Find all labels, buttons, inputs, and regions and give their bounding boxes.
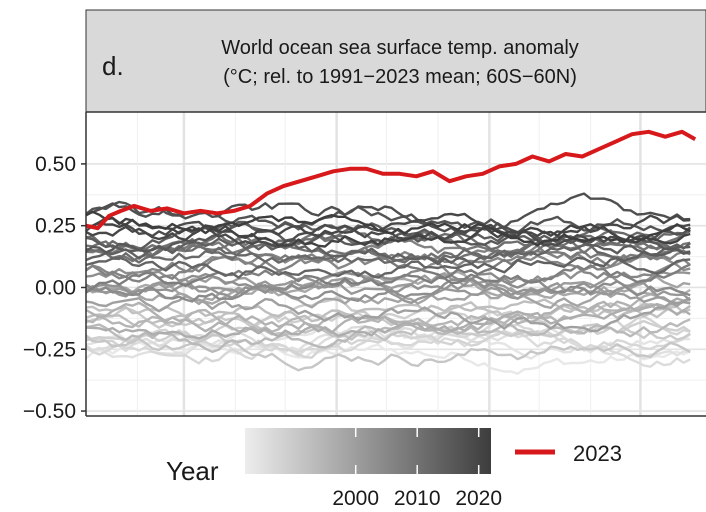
year-line-2022 [85,210,691,247]
panel-label: d. [102,51,124,81]
year-line-2008 [85,241,691,280]
year-line-1986 [85,319,691,365]
y-tick-label: 0.25 [35,215,76,238]
panel-header [85,9,706,113]
y-tick-label: −0.50 [23,400,76,423]
colorbar-tick-label: 2020 [455,487,502,510]
colorbar [245,428,491,474]
year-line-1982 [85,341,691,375]
year-line-2004 [85,261,691,303]
year-line-2003 [85,254,691,302]
year-line-1989 [85,295,691,341]
y-tick-label: 0.50 [35,153,76,176]
year-line-2018 [85,192,691,235]
chart-subtitle: (°C; rel. to 1991−2023 mean; 60S−60N) [223,66,577,88]
year-line-2007 [85,263,691,294]
y-axis-ticks: 0.50 0.25 0.00 −0.25 −0.50 [23,153,86,423]
year-line-1995 [85,286,691,334]
year-line-1999 [85,295,691,333]
year-line-1990 [85,334,691,372]
y-tick-label: −0.25 [23,338,76,361]
background-year-lines [85,192,691,375]
year-line-2014 [85,237,691,274]
series-2023-line [85,129,697,231]
year-line-1996 [85,302,691,340]
legend-2023-label: 2023 [573,441,622,466]
colorbar-tick-label: 2010 [394,487,441,510]
year-line-2020 [85,212,691,241]
chart-title: World ocean sea surface temp. anomaly [221,37,579,59]
colorbar-tick-label: 2000 [332,487,379,510]
y-tick-label: 0.00 [35,276,76,299]
colorbar-title: Year [166,456,219,486]
colorbar-ticks: 2000 2010 2020 [332,428,502,510]
